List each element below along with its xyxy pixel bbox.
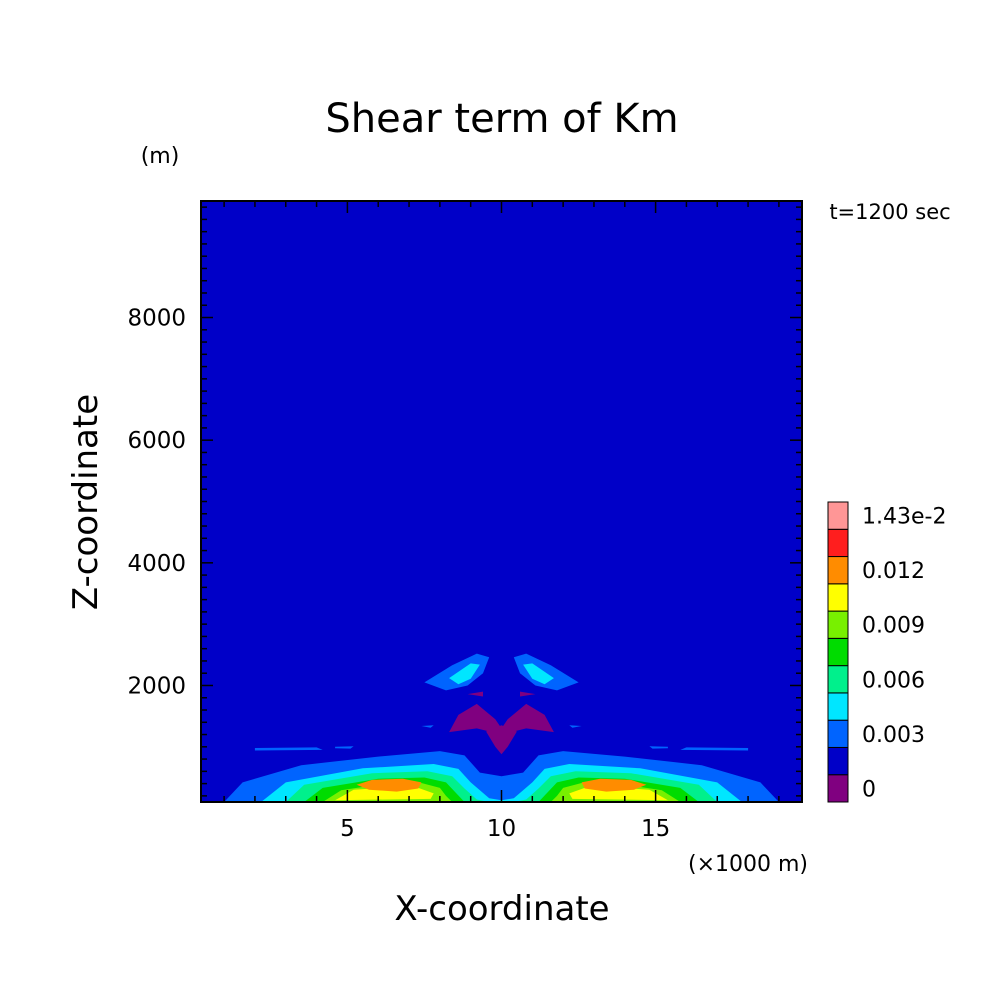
level-0-spot-left [467,691,483,697]
colorbar-box [827,692,849,721]
colorbar-box [827,583,849,612]
y-unit-label: (m) [141,144,180,169]
plot-area [201,201,802,802]
colorbar-box [827,746,849,776]
filament-dot-left [421,725,434,728]
x-tick-label: 10 [487,816,516,842]
colorbar-box [827,637,849,667]
colorbar-box [827,665,849,694]
colorbar-box [827,528,849,558]
y-tick-label: 2000 [127,673,186,699]
y-tick-labels: 2000 4000 6000 8000 [127,306,186,700]
x-tick-label: 15 [641,816,670,842]
upper-lobe-0.003-left [424,653,490,691]
y-tick-label: 4000 [127,551,186,577]
colorbar-box [827,774,849,803]
x-unit-label: (×1000 m) [688,852,808,877]
y-tick-label: 6000 [127,428,186,454]
colorbar-box [827,501,849,530]
x-tick-label: 5 [340,816,355,842]
colorbar-box [827,719,849,748]
filament-short-left [335,746,354,749]
colorbar-box [827,610,849,639]
level-0-spot-right [520,691,536,697]
colorbar-label: 1.43e-2 [862,505,946,530]
colorbar: 0 0.003 0.006 0.009 0.012 1.43e-2 [827,501,946,803]
colorbar-label: 0.003 [862,723,925,748]
colorbar-label: 0 [862,777,876,802]
x-axis-label: X-coordinate [394,889,609,929]
chart-title: Shear term of Km [325,96,678,142]
upper-lobe-0.0045-right [523,663,554,685]
plot-frame [200,200,803,803]
level-0.012-right [581,778,647,792]
filament-dot-right [569,725,582,728]
colorbar-label: 0.009 [862,614,925,639]
level-0-butterfly-right [501,703,554,735]
y-tick-label: 8000 [127,306,186,332]
field-background [201,201,802,802]
colorbar-box [827,556,849,585]
filament-upper-right [680,747,749,751]
x-tick-labels: 5 10 15 [340,816,670,842]
colorbar-label: 0.006 [862,668,925,693]
level-0-butterfly-left [449,703,502,735]
y-axis-label: Z-coordinate [66,394,106,610]
filament-upper-left [254,747,323,751]
filament-short-right [649,746,668,749]
time-label: t=1200 sec [829,200,950,224]
upper-lobe-0.0045-left [449,663,480,685]
level-0.012-left [356,778,422,792]
upper-lobe-0.003-right [513,653,579,691]
level-0-center [486,725,517,755]
colorbar-label: 0.012 [862,559,925,584]
